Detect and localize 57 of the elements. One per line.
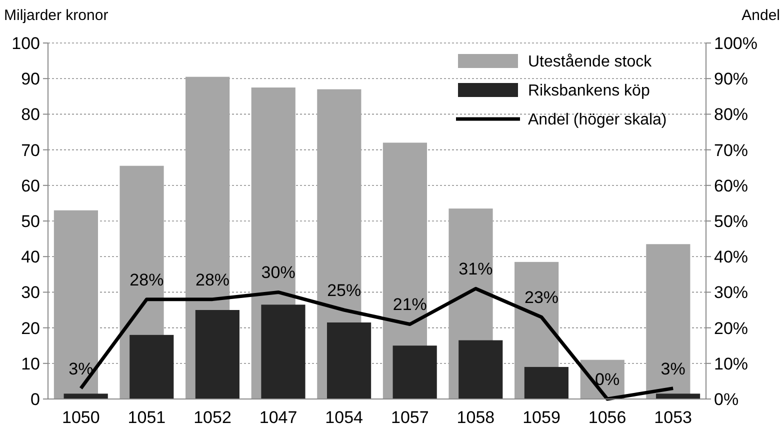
y2-tick-label: 30% [714, 283, 748, 302]
y-tick-label: 60 [21, 176, 40, 196]
bar [326, 322, 372, 399]
x-tick-label: 1058 [456, 408, 495, 427]
y-tick-label: 40 [21, 248, 40, 267]
bar [524, 366, 568, 399]
data-label: 23% [524, 288, 559, 308]
data-label: 30% [261, 263, 296, 282]
bar [392, 346, 437, 399]
x-tick-label: 1057 [390, 408, 429, 427]
y2-tick-label: 80% [714, 105, 748, 124]
y-tick-label: 70 [21, 140, 40, 160]
bar [261, 304, 306, 399]
y-tick-label: 0 [30, 390, 40, 409]
y-tick-label: 30 [21, 283, 40, 302]
bar [64, 394, 108, 399]
y2-tick-label: 90% [714, 70, 748, 89]
y2-tick-label: 0% [714, 390, 739, 409]
y2-tick-label: 10% [714, 354, 748, 374]
y-tick-label: 50 [21, 212, 40, 231]
data-label: 31% [458, 260, 493, 279]
y2-tick-label: 40% [714, 248, 748, 267]
data-label: 0% [595, 370, 620, 389]
legend-label: Utestående stock [528, 54, 653, 71]
data-label: 21% [392, 295, 427, 314]
legend-label: Andel (höger skala) [528, 112, 667, 129]
y-axis-title: Miljarder kronor [4, 7, 108, 24]
bar [656, 394, 700, 399]
y-tick-label: 100 [12, 34, 40, 53]
x-tick-label: 1052 [194, 408, 232, 427]
bar [646, 244, 690, 399]
y2-tick-label: 50% [714, 212, 748, 231]
x-tick-label: 1051 [128, 408, 166, 427]
y2-tick-label: 20% [714, 318, 748, 338]
bar [54, 210, 98, 399]
y-tick-label: 20 [21, 318, 40, 338]
x-tick-label: 1054 [325, 408, 364, 427]
x-tick-label: 1047 [259, 408, 298, 427]
y-tick-label: 90 [21, 70, 40, 89]
y2-axis-title: Andel [742, 7, 780, 24]
data-label: 25% [327, 281, 362, 300]
x-tick-label: 1059 [522, 408, 560, 427]
bar [195, 310, 240, 399]
x-tick-label: 1050 [62, 408, 100, 427]
x-tick-label: 1053 [654, 408, 692, 427]
y-tick-label: 80 [21, 105, 40, 124]
y2-tick-label: 100% [714, 34, 758, 53]
bar [130, 334, 174, 399]
data-label: 3% [660, 359, 686, 378]
data-label: 28% [195, 270, 230, 290]
bar [458, 340, 503, 399]
data-label: 28% [130, 270, 164, 290]
y2-tick-label: 60% [714, 176, 748, 196]
y2-tick-label: 70% [714, 140, 748, 160]
legend-label: Riksbankens köp [528, 82, 650, 100]
x-tick-label: 1056 [588, 408, 626, 427]
y-tick-label: 10 [21, 354, 40, 374]
